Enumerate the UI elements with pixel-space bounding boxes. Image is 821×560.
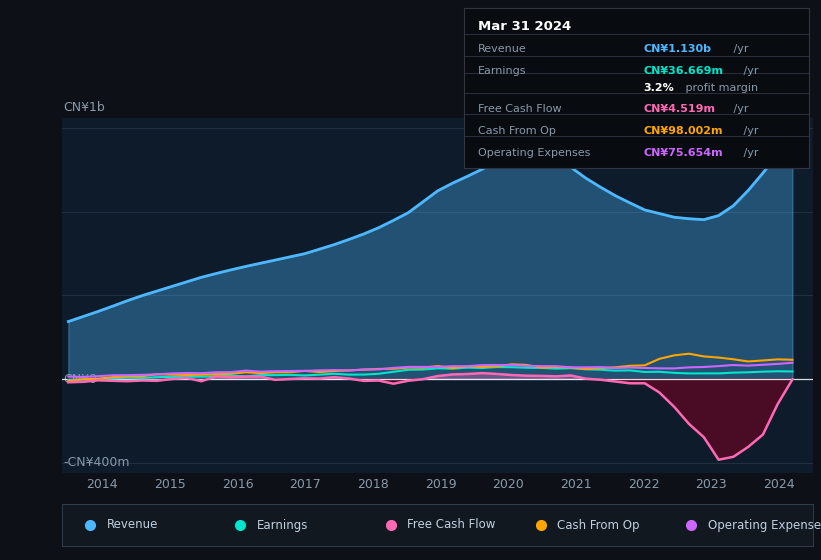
Text: Cash From Op: Cash From Op: [478, 125, 556, 136]
Text: Revenue: Revenue: [107, 519, 158, 531]
Text: CN¥4.519m: CN¥4.519m: [643, 104, 715, 114]
Text: Cash From Op: Cash From Op: [557, 519, 640, 531]
Text: CN¥36.669m: CN¥36.669m: [643, 66, 723, 76]
Text: /yr: /yr: [740, 66, 759, 76]
Text: CN¥0: CN¥0: [63, 372, 97, 386]
Text: CN¥1b: CN¥1b: [63, 101, 105, 114]
Text: 3.2%: 3.2%: [643, 83, 674, 92]
Text: -CN¥400m: -CN¥400m: [63, 456, 130, 469]
Text: Free Cash Flow: Free Cash Flow: [407, 519, 496, 531]
Text: Earnings: Earnings: [478, 66, 526, 76]
Text: Mar 31 2024: Mar 31 2024: [478, 20, 571, 32]
Text: CN¥1.130b: CN¥1.130b: [643, 44, 711, 54]
Text: CN¥98.002m: CN¥98.002m: [643, 125, 722, 136]
Text: CN¥75.654m: CN¥75.654m: [643, 148, 722, 158]
Text: Revenue: Revenue: [478, 44, 526, 54]
Text: Earnings: Earnings: [257, 519, 308, 531]
Text: /yr: /yr: [740, 148, 759, 158]
Text: profit margin: profit margin: [681, 83, 758, 92]
Text: Free Cash Flow: Free Cash Flow: [478, 104, 562, 114]
Text: Operating Expenses: Operating Expenses: [708, 519, 821, 531]
Text: /yr: /yr: [730, 104, 749, 114]
Text: /yr: /yr: [730, 44, 749, 54]
Text: /yr: /yr: [740, 125, 759, 136]
Text: Operating Expenses: Operating Expenses: [478, 148, 590, 158]
